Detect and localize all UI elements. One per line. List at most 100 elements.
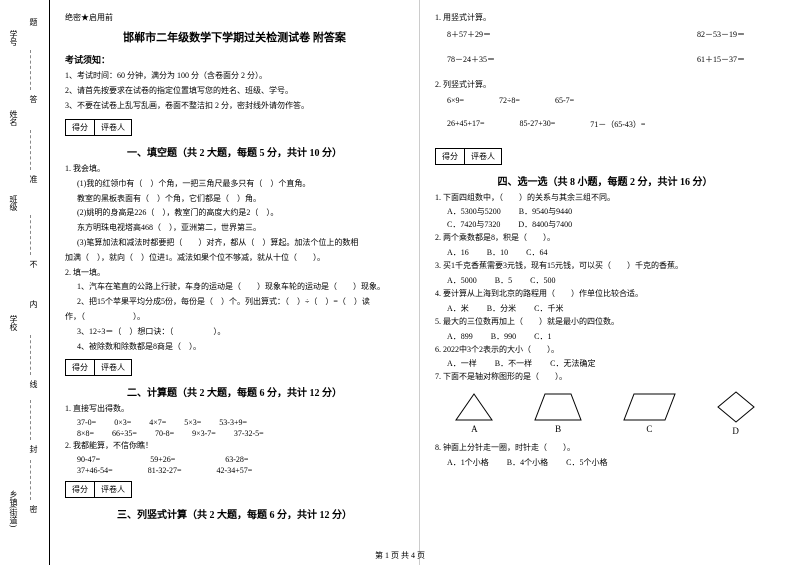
calc-item: 78－24＋35＝ [447,54,495,65]
calc-item: 26+45+17= [447,119,485,130]
s4q8: 8. 钟面上分针走一圈，时针走（ ）。 [435,442,775,455]
shape-diamond: D [716,390,756,436]
notice-title: 考试须知： [65,53,404,66]
calc-item: 37+46-54= [77,466,113,475]
diamond-icon [716,390,756,424]
score-cell: 评卷人 [95,120,131,135]
option: C．64 [526,247,547,258]
q1-1b: 教室的黑板表面有（ ）个角，它们都是（ ）角。 [65,193,404,206]
shape-trapezoid: B [533,392,583,434]
calc-row: 37-0= 0×3= 4×7= 5×3= 53-3+9= [77,418,404,427]
score-box: 得分 评卷人 [65,481,132,498]
margin-label-id: 学号 [8,30,19,46]
calc-item: 81-32-27= [148,466,182,475]
shape-label: C [646,424,652,434]
score-box: 得分 评卷人 [65,359,132,376]
q1-3: (3)笔算加法和减法时都要把（ ）对齐，都从（ ）算起。加法个位上的数相 [65,237,404,250]
s4q4: 4. 要计算从上海到北京的路程用（ ）作单位比较合适。 [435,288,775,301]
q1-2b: 东方明珠电视塔高468（ ），亚洲第二，世界第三。 [65,222,404,235]
calc-item: 61＋15－37＝ [697,54,745,65]
calc-row: 6×9= 72÷8= 65-7= [447,96,775,105]
notice-item: 2、请首先按要求在试卷的指定位置填写您的姓名、班级、学号。 [65,85,404,97]
margin-label-school: 学校 [8,315,19,331]
margin-line [30,400,31,440]
shape-label: A [471,424,478,434]
section-3-title: 三、列竖式计算（共 2 大题，每题 6 分，共计 12 分） [65,506,404,521]
s2q2: 2. 我都能算，不信你瞧！ [65,440,404,453]
option-row: C．7420与7320 D．8400与7400 [447,219,775,230]
page-footer: 第 1 页 共 4 页 [0,550,800,561]
margin-line [30,215,31,255]
option: C．5个小格 [566,457,607,468]
q2-4: 4、被除数和除数都是8商是（ ）。 [65,341,404,354]
option: B．不一样 [495,358,532,369]
s3q1: 1. 用竖式计算。 [435,12,775,25]
score-box: 得分 评卷人 [435,148,502,165]
exam-page: 学号 题 答 姓名 准 班级 不 内 学校 线 封 密 乡镇(街道) 绝密★启用… [0,0,800,565]
side-text: 不 [28,260,39,268]
side-text: 准 [28,175,39,183]
calc-item: 8＋57＋29＝ [447,29,491,40]
score-cell: 得分 [66,120,95,135]
calc-item: 53-3+9= [219,418,247,427]
s4q1: 1. 下面四组数中，（ ）的关系与其余三组不同。 [435,192,775,205]
score-cell: 得分 [66,482,95,497]
calc-item: 6×9= [447,96,464,105]
margin-label-class: 班级 [8,195,19,211]
calc-item: 42-34+57= [217,466,253,475]
calc-item: 59+26= [150,455,175,464]
calc-item: 5×3= [184,418,201,427]
shape-label: D [732,426,739,436]
option: A．16 [447,247,469,258]
margin-label-name: 姓名 [8,110,19,126]
option: C．千米 [534,303,563,314]
calc-row: 78－24＋35＝ 61＋15－37＝ [447,54,775,65]
calc-item: 0×3= [114,418,131,427]
option: B．5 [495,275,512,286]
option: B．分米 [487,303,516,314]
section-4-title: 四、选一选（共 8 小题，每题 2 分，共计 16 分） [435,173,775,188]
margin-label-town: 乡镇(街道) [8,490,19,527]
q1-3b: 加满（ ），就向（ ）位进1。减法如果个位不够减，就从十位（ ）。 [65,252,404,265]
left-column: 绝密★启用前 邯郸市二年级数学下学期过关检测试卷 附答案 考试须知： 1、考试时… [50,0,420,565]
option-row: A．米 B．分米 C．千米 [447,303,775,314]
option: C．1 [534,331,551,342]
calc-item: 8×8= [77,429,94,438]
score-cell: 评卷人 [465,149,501,164]
section-1-title: 一、填空题（共 2 大题，每题 5 分，共计 10 分） [65,144,404,159]
right-column: 1. 用竖式计算。 8＋57＋29＝ 82－53－19＝ 78－24＋35＝ 6… [420,0,790,565]
calc-row: 8×8= 66÷35= 70-8= 9×3-7= 37-32-5= [77,429,404,438]
binding-margin: 学号 题 答 姓名 准 班级 不 内 学校 线 封 密 乡镇(街道) [0,0,50,565]
option-row: A．899 B．990 C．1 [447,331,775,342]
notice-item: 3、不要在试卷上乱写乱画，卷面不整洁扣 2 分，密封线外请勿作答。 [65,100,404,112]
s4q3: 3. 买1千克香蕉需要3元钱，现有15元钱，可以买（ ）千克的香蕉。 [435,260,775,273]
content-area: 绝密★启用前 邯郸市二年级数学下学期过关检测试卷 附答案 考试须知： 1、考试时… [50,0,800,565]
calc-item: 4×7= [149,418,166,427]
score-cell: 得分 [436,149,465,164]
triangle-icon [454,392,494,422]
calc-item: 66÷35= [112,429,137,438]
calc-item: 37-0= [77,418,96,427]
side-text: 题 [28,18,39,26]
q1-1: (1)我的红领巾有（ ）个角，一把三角尺最多只有（ ）个直角。 [65,178,404,191]
score-cell: 评卷人 [95,360,131,375]
q2-2b: 作，（ ）。 [65,311,404,324]
calc-item: 9×3-7= [192,429,216,438]
option: A．一样 [447,358,477,369]
side-text: 封 [28,445,39,453]
option: A．5000 [447,275,477,286]
s4q6: 6. 2022中3个2表示的大小（ ）。 [435,344,775,357]
q2-2: 2、把15个苹果平均分成5份，每份是（ ）个。列出算式：（ ）÷（ ）=（ ）读 [65,296,404,309]
secret-mark: 绝密★启用前 [65,12,404,23]
margin-line [30,335,31,375]
calc-row: 37+46-54= 81-32-27= 42-34+57= [77,466,404,475]
calc-item: 82－53－19＝ [697,29,745,40]
q2-1: 1、汽车在笔直的公路上行驶，车身的运动是（ ）现象车轮的运动是（ ）现象。 [65,281,404,294]
option-row: A．5300与5200 B．9540与9440 [447,206,775,217]
calc-row: 8＋57＋29＝ 82－53－19＝ [447,29,775,40]
option-row: A．16 B．10 C．64 [447,247,775,258]
side-text: 线 [28,380,39,388]
option: C．500 [530,275,555,286]
calc-item: 37-32-5= [234,429,264,438]
option: B．4个小格 [507,457,548,468]
